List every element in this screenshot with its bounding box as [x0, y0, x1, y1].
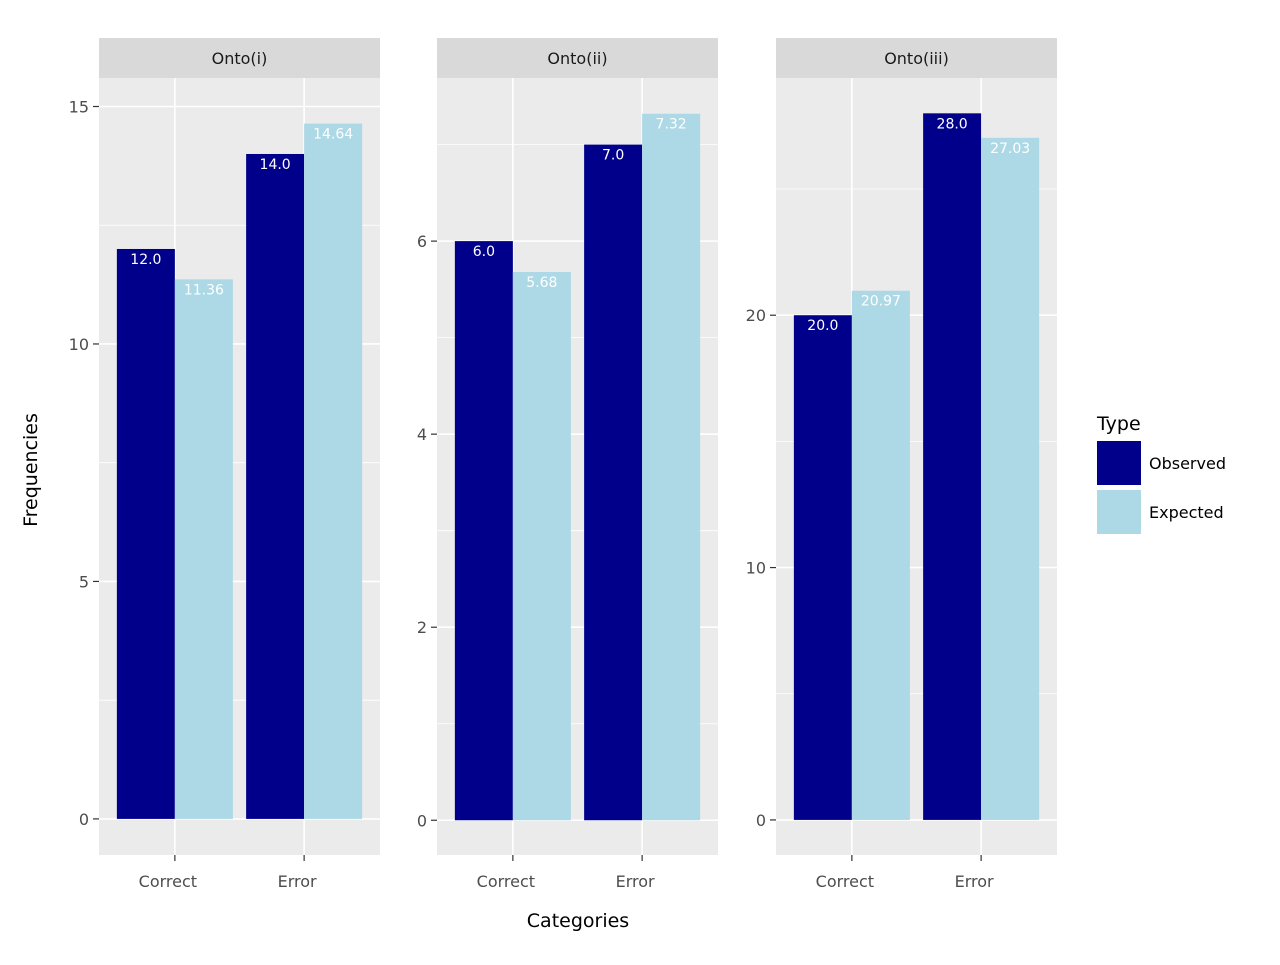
- x-tick-label: Error: [278, 872, 317, 891]
- panels-layer: Onto(i) 12.0 14.0 11.36 14.64 0 5 10 15 Correct Er…: [69, 38, 1057, 891]
- bar-observed-error: [246, 153, 305, 819]
- legend-label-observed: Observed: [1149, 454, 1226, 473]
- y-tick-label: 20: [746, 306, 766, 325]
- bar-value-label: 7.32: [656, 117, 687, 133]
- bar-observed-correct: [116, 248, 175, 819]
- legend-key-observed: [1097, 441, 1141, 485]
- bar-value-label: 14.0: [260, 157, 291, 173]
- bar-expected-correct: [851, 290, 910, 820]
- x-tick-label: Correct: [816, 872, 874, 891]
- facet-strip: [99, 38, 380, 78]
- y-tick-label: 0: [79, 810, 89, 829]
- facet-panel-2: Onto(ii) 6.0 7.0 5.68 7.32 0 2 4 6 Correct Error: [417, 38, 718, 891]
- x-axis-title: Categories: [527, 910, 629, 932]
- bar-value-label: 12.0: [130, 252, 161, 268]
- facet-panel-3: Onto(iii) 20.0 28.0 20.97 27.03 0 10 20 Correct E…: [746, 38, 1057, 891]
- x-tick-label: Error: [955, 872, 994, 891]
- bar-expected-error: [642, 113, 701, 821]
- y-tick-label: 0: [756, 811, 766, 830]
- facet-strip-title: Onto(iii): [884, 49, 949, 68]
- bar-observed-error: [923, 113, 982, 820]
- y-tick-label: 10: [746, 559, 766, 578]
- bar-value-label: 20.97: [861, 294, 901, 310]
- x-tick-label: Correct: [477, 872, 535, 891]
- y-tick-label: 4: [417, 425, 427, 444]
- y-tick-label: 5: [79, 572, 89, 591]
- bar-observed-correct: [793, 315, 852, 820]
- y-tick-label: 10: [69, 335, 89, 354]
- bar-value-label: 28.0: [937, 116, 968, 132]
- bar-observed-error: [584, 144, 643, 821]
- legend-title: Type: [1096, 413, 1141, 435]
- bar-observed-correct: [454, 241, 513, 821]
- facet-strip: [776, 38, 1057, 78]
- y-tick-label: 6: [417, 232, 427, 251]
- bar-value-label: 27.03: [990, 141, 1030, 157]
- facet-strip: [437, 38, 718, 78]
- bar-value-label: 7.0: [602, 148, 624, 164]
- bar-value-label: 6.0: [473, 244, 495, 260]
- facet-strip-title: Onto(i): [212, 49, 268, 68]
- facet-strip-title: Onto(ii): [547, 49, 607, 68]
- y-tick-label: 0: [417, 811, 427, 830]
- facet-panel-1: Onto(i) 12.0 14.0 11.36 14.64 0 5 10 15 Correct Er…: [69, 38, 380, 891]
- y-tick-label: 15: [69, 97, 89, 116]
- legend-key-expected: [1097, 490, 1141, 534]
- bar-expected-error: [304, 123, 363, 819]
- x-tick-label: Correct: [139, 872, 197, 891]
- bar-expected-correct: [174, 279, 233, 819]
- x-tick-label: Error: [616, 872, 655, 891]
- legend: Type Observed Expected: [1096, 413, 1226, 534]
- bar-value-label: 5.68: [526, 275, 557, 291]
- bar-expected-error: [981, 137, 1040, 820]
- y-tick-label: 2: [417, 618, 427, 637]
- bar-value-label: 14.64: [313, 127, 353, 143]
- bar-value-label: 11.36: [184, 282, 224, 298]
- legend-label-expected: Expected: [1149, 503, 1224, 522]
- bar-value-label: 20.0: [807, 318, 838, 334]
- y-axis-title: Frequencies: [20, 413, 42, 527]
- bar-expected-correct: [512, 272, 571, 821]
